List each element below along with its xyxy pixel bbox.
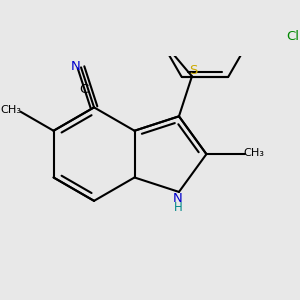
Text: H: H	[174, 200, 182, 214]
Text: CH₃: CH₃	[1, 105, 22, 116]
Text: S: S	[189, 64, 197, 77]
Text: N: N	[173, 192, 183, 205]
Text: Cl: Cl	[286, 30, 299, 43]
Text: C: C	[79, 83, 88, 96]
Text: N: N	[71, 60, 81, 73]
Text: CH₃: CH₃	[244, 148, 265, 158]
